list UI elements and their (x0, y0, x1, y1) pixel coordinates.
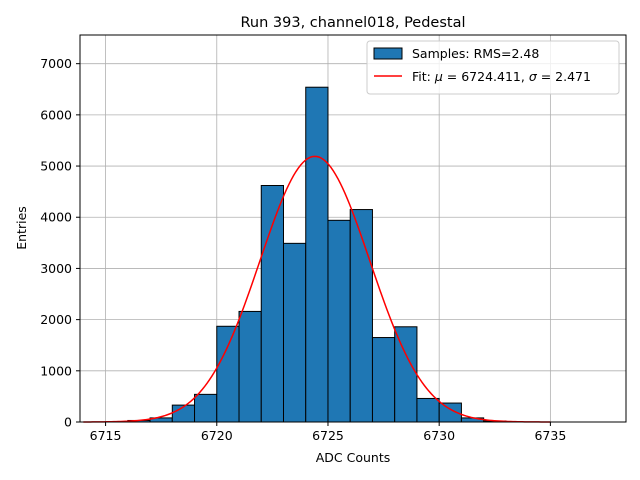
legend-fit-mu-symbol: μ (434, 69, 443, 84)
histogram-bar (238, 310, 262, 423)
y-tick-label: 7000 (40, 56, 72, 71)
x-tick-label: 6735 (534, 428, 566, 443)
histogram-bar (371, 337, 396, 423)
chart-title: Run 393, channel018, Pedestal (240, 15, 465, 31)
plot-frame (79, 34, 627, 423)
x-axis-ticks: 6715 6720 6725 6730 6735 (90, 422, 566, 443)
y-tick-label: 6000 (40, 107, 72, 122)
histogram-bar (349, 209, 373, 423)
histogram-bar (282, 242, 307, 423)
x-tick-label: 6720 (201, 428, 233, 443)
x-tick-label: 6715 (90, 428, 122, 443)
y-tick-label: 1000 (40, 363, 72, 378)
x-tick-label: 6725 (312, 428, 344, 443)
y-tick-label: 2000 (40, 312, 72, 327)
fit-curve (83, 155, 551, 423)
histogram-bar (416, 397, 440, 423)
legend-swatch-samples (373, 47, 403, 60)
x-tick-label: 6730 (423, 428, 455, 443)
histogram-bar (394, 326, 418, 423)
y-axis-label: Entries (14, 206, 29, 250)
legend-fit-suffix: = 2.471 (537, 69, 591, 84)
y-tick-label: 3000 (40, 261, 72, 276)
histogram-bar (216, 325, 240, 423)
x-axis-label: ADC Counts (316, 450, 391, 465)
legend: Samples: RMS=2.48 Fit: μ = 6724.411, σ =… (366, 40, 620, 95)
histogram-bar (327, 219, 351, 423)
legend-fit-mid: = 6724.411, (443, 69, 529, 84)
legend-box (366, 40, 620, 95)
legend-label-samples: Samples: RMS=2.48 (412, 46, 539, 61)
y-tick-label: 5000 (40, 159, 72, 174)
y-tick-label: 0 (64, 415, 72, 430)
legend-label-fit: Fit: μ = 6724.411, σ = 2.471 (412, 69, 591, 84)
y-tick-label: 4000 (40, 210, 72, 225)
histogram-bar (194, 393, 218, 423)
histogram-bar (305, 86, 329, 423)
legend-fit-sigma-symbol: σ (529, 69, 538, 84)
y-axis-ticks: 0 1000 2000 3000 4000 5000 6000 7000 (40, 56, 80, 430)
legend-fit-prefix: Fit: (412, 69, 435, 84)
histogram-bar (260, 185, 284, 423)
